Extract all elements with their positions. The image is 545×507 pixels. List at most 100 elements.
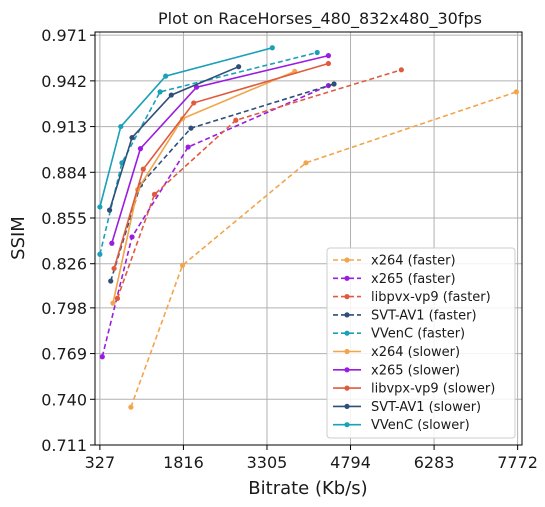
data-point	[137, 146, 144, 152]
series-line	[112, 70, 296, 304]
legend-label: SVT-AV1 (slower)	[371, 400, 481, 415]
y-tick-label: 0.826	[41, 255, 87, 274]
y-axis-ticks: 0.711 0.740 0.769 0.798 0.826 0.855 0.884 0.913…	[41, 26, 95, 455]
data-point	[108, 278, 114, 284]
x-tick-label: 327	[85, 453, 116, 472]
series-8	[106, 64, 242, 213]
data-point	[128, 404, 134, 410]
series-2	[114, 67, 404, 302]
y-tick-label: 0.855	[41, 209, 87, 228]
series-line	[101, 84, 329, 357]
series-0	[128, 89, 519, 410]
data-point	[106, 207, 113, 213]
legend-item: libvpx-vp9 (slower)	[333, 382, 495, 397]
data-point	[157, 89, 163, 95]
data-point	[325, 53, 332, 59]
series-line	[111, 54, 329, 244]
legend-item: x265 (faster)	[333, 272, 456, 287]
legend-marker	[344, 312, 350, 318]
y-tick-label: 0.798	[41, 299, 87, 318]
series-3	[108, 81, 337, 284]
legend-item: libpvx-vp9 (faster)	[333, 290, 491, 305]
legend-label: x264 (faster)	[371, 254, 456, 269]
x-axis-ticks: 327 1816 3305 4794 6283 7772	[85, 445, 538, 472]
y-tick-label: 0.884	[41, 163, 87, 182]
y-tick-label: 0.769	[41, 345, 87, 364]
data-point	[111, 265, 117, 272]
series-line	[113, 62, 329, 269]
legend-label: x264 (slower)	[371, 345, 460, 360]
y-tick-label: 0.711	[41, 436, 87, 455]
data-point	[110, 300, 116, 306]
series-layer	[97, 45, 519, 410]
data-point	[118, 123, 124, 130]
data-point	[236, 64, 242, 70]
y-tick-label: 0.740	[41, 390, 87, 409]
legend-item: x264 (faster)	[333, 254, 456, 269]
series-line	[99, 47, 273, 208]
legend-item: SVT-AV1 (faster)	[333, 308, 477, 323]
series-9	[97, 45, 275, 210]
legend-marker	[344, 294, 350, 300]
data-point	[188, 125, 194, 131]
series-1	[99, 82, 332, 360]
data-point	[193, 84, 200, 90]
series-line	[108, 65, 239, 211]
data-point	[179, 262, 186, 268]
x-tick-label: 7772	[497, 453, 538, 472]
legend-item: SVT-AV1 (slower)	[333, 400, 481, 415]
data-point	[331, 81, 337, 87]
data-point	[233, 117, 239, 123]
legend: x264 (faster) x265 (faster) libpvx-vp9 (fa…	[326, 247, 516, 439]
x-tick-label: 4794	[330, 453, 371, 472]
legend-marker	[344, 403, 350, 409]
data-point	[513, 89, 519, 95]
legend-marker	[344, 385, 350, 391]
data-point	[163, 73, 169, 79]
legend-label: x265 (slower)	[371, 363, 460, 378]
data-point	[168, 92, 174, 98]
data-point	[151, 191, 158, 197]
legend-marker	[344, 348, 350, 355]
data-point	[99, 354, 105, 360]
legend-marker	[344, 422, 350, 428]
y-tick-label: 0.971	[41, 26, 87, 45]
legend-item: x264 (slower)	[333, 345, 460, 360]
legend-marker	[344, 330, 350, 336]
series-7	[111, 60, 332, 272]
x-axis-title: Bitrate (Kb/s)	[248, 478, 367, 499]
data-point	[191, 100, 197, 106]
legend-item: VVenC (slower)	[333, 418, 470, 433]
y-axis-title: SSIM	[8, 216, 29, 260]
series-6	[109, 53, 332, 246]
x-tick-label: 1816	[163, 453, 204, 472]
series-line	[130, 91, 517, 408]
data-point	[269, 45, 275, 51]
data-point	[398, 67, 404, 73]
chart-title: Plot on RaceHorses_480_832x480_30fps	[158, 9, 482, 29]
legend-label: VVenC (faster)	[371, 327, 465, 342]
x-tick-label: 6283	[414, 453, 455, 472]
data-point	[97, 251, 103, 257]
x-tick-label: 3305	[247, 453, 288, 472]
data-point	[97, 204, 103, 210]
data-point	[303, 160, 309, 166]
legend-label: SVT-AV1 (faster)	[371, 308, 477, 323]
data-point	[325, 60, 332, 67]
plot-frame	[94, 31, 523, 446]
series-line	[109, 83, 335, 282]
series-4	[97, 49, 320, 257]
legend-label: libvpx-vp9 (slower)	[371, 382, 495, 397]
data-point	[314, 49, 320, 56]
data-point	[129, 234, 135, 240]
series-line	[116, 69, 402, 299]
legend-label: VVenC (slower)	[371, 418, 470, 433]
y-tick-label: 0.942	[41, 72, 87, 91]
legend-box	[326, 247, 516, 439]
legend-marker	[344, 257, 350, 263]
y-tick-label: 0.913	[41, 118, 87, 137]
legend-marker	[344, 275, 350, 281]
data-point	[129, 135, 135, 141]
data-point	[114, 295, 121, 302]
